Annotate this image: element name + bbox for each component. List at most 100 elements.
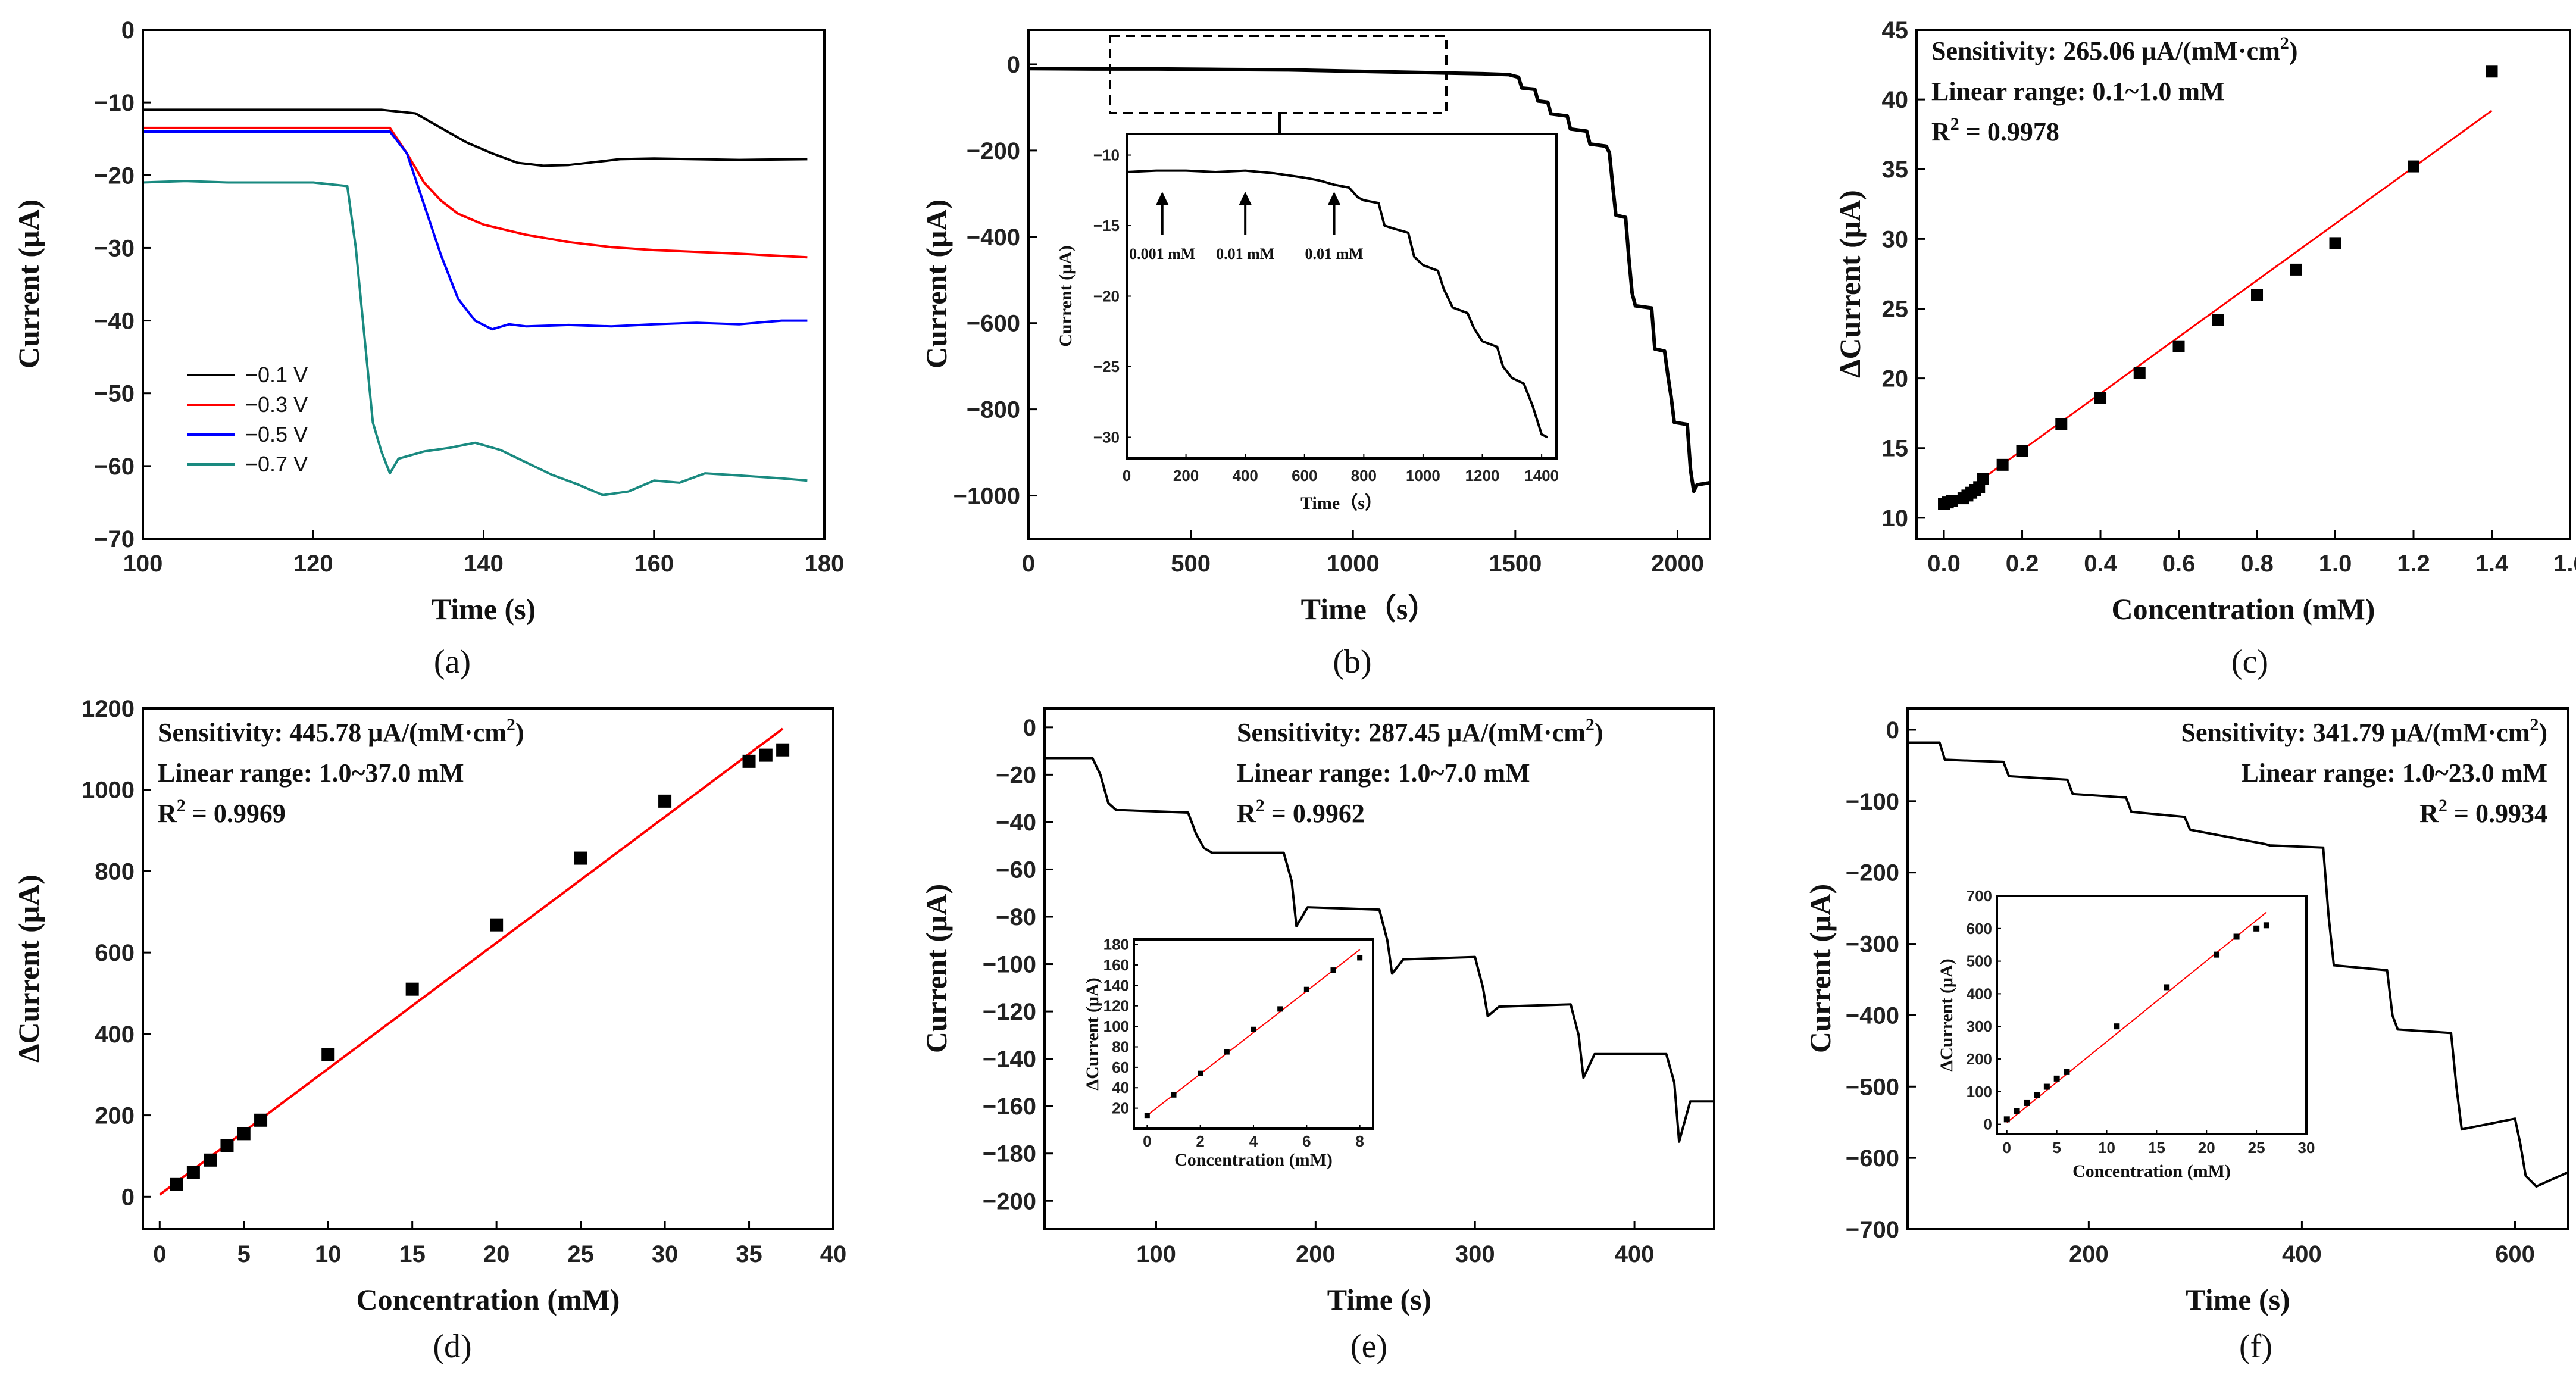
x-tick-label: 0 bbox=[1123, 467, 1131, 485]
data-point bbox=[658, 794, 672, 808]
y-tick-label: 10 bbox=[1882, 505, 1909, 532]
addition-arrow-head bbox=[1155, 192, 1169, 205]
y-tick-label: −60 bbox=[996, 857, 1036, 883]
sensitivity-annotation: Sensitivity: 341.79 μA/(mM·cm2) bbox=[2181, 715, 2547, 747]
data-point bbox=[2133, 367, 2146, 379]
x-tick-label: 30 bbox=[652, 1241, 679, 1267]
y-axis-label: ΔCurrent (μA) bbox=[12, 874, 45, 1063]
data-point bbox=[2094, 392, 2107, 404]
y-tick-label: −600 bbox=[1846, 1145, 1899, 1172]
data-point bbox=[2016, 445, 2028, 457]
legend-label: −0.3 V bbox=[245, 392, 308, 417]
data-point bbox=[1277, 1006, 1283, 1012]
data-point bbox=[2114, 1023, 2120, 1030]
panel-d: 0 5 10 15 20 25 30 35 40020040060080010001200Con… bbox=[12, 696, 846, 1365]
y-tick-label: −200 bbox=[1846, 860, 1899, 886]
y-tick-label: 25 bbox=[1882, 296, 1909, 322]
x-tick-label: 20 bbox=[2198, 1139, 2215, 1157]
y-tick-label: −20 bbox=[1093, 288, 1120, 305]
legend-label: −0.5 V bbox=[245, 422, 308, 446]
r-squared-annotation: R2 = 0.9969 bbox=[158, 796, 286, 828]
inset-plot: 0 5 10 15 20 25 300100200300400500600700Concen… bbox=[1937, 887, 2315, 1181]
data-point bbox=[1171, 1092, 1177, 1098]
y-tick-label: 700 bbox=[1967, 887, 1992, 905]
x-tick-label: 20 bbox=[483, 1241, 510, 1267]
data-point bbox=[2486, 65, 2498, 78]
x-axis-label: Time（s） bbox=[1301, 592, 1438, 626]
series-line bbox=[1908, 741, 2569, 1188]
y-tick-label: −10 bbox=[94, 90, 135, 116]
y-tick-label: −80 bbox=[996, 904, 1036, 930]
x-tick-label: 200 bbox=[1296, 1241, 1336, 1267]
y-tick-label: 100 bbox=[1967, 1083, 1992, 1101]
panel-f: 200 400 6000−100−200−300−400−500−600−700Ti… bbox=[1803, 707, 2569, 1365]
x-tick-label: 10 bbox=[2098, 1139, 2115, 1157]
y-tick-label: −400 bbox=[1846, 1002, 1899, 1029]
sensitivity-annotation: Sensitivity: 265.06 μA/(mM·cm2) bbox=[1931, 33, 2298, 65]
x-tick-label: 160 bbox=[634, 551, 674, 577]
data-point bbox=[170, 1177, 183, 1191]
y-axis-label: Current (μA) bbox=[1803, 884, 1837, 1053]
y-tick-label: 100 bbox=[1103, 1017, 1129, 1035]
x-axis-label: Time (s) bbox=[432, 592, 536, 626]
series-line bbox=[143, 130, 808, 331]
inset-x-axis-label: Concentration (mM) bbox=[1174, 1150, 1333, 1170]
y-tick-label: 400 bbox=[95, 1022, 135, 1048]
y-tick-label: 40 bbox=[1882, 87, 1909, 113]
x-tick-label: 0.8 bbox=[2240, 551, 2274, 577]
x-tick-label: 1.2 bbox=[2397, 551, 2430, 577]
y-tick-label: 400 bbox=[1967, 985, 1992, 1002]
panel-e: 100 200 300 4000−20−40−60−80−100−120−140−16… bbox=[920, 707, 1715, 1365]
x-tick-label: 4 bbox=[1249, 1132, 1258, 1150]
plot-area bbox=[142, 707, 834, 1230]
x-axis-label: Time (s) bbox=[1327, 1283, 1431, 1316]
plot-area bbox=[1043, 707, 1715, 1230]
y-tick-label: −180 bbox=[983, 1141, 1036, 1167]
y-tick-label: 0 bbox=[1023, 715, 1036, 741]
y-tick-label: −40 bbox=[996, 810, 1036, 836]
data-point bbox=[1251, 1026, 1256, 1032]
y-tick-label: 1200 bbox=[82, 696, 135, 722]
x-tick-label: 600 bbox=[1292, 467, 1317, 485]
inset-series-line bbox=[1126, 169, 1548, 439]
panel-label: (d) bbox=[433, 1328, 471, 1365]
y-tick-label: 160 bbox=[1103, 956, 1129, 974]
y-tick-label: −200 bbox=[983, 1188, 1036, 1214]
legend: −0.1 V −0.3 V −0.5 V −0.7 V bbox=[187, 363, 308, 476]
series-line bbox=[142, 180, 808, 496]
data-point bbox=[2214, 951, 2220, 958]
data-point bbox=[220, 1139, 234, 1152]
panel-a: 100 120 140 160 180 0 −10 −20 −30 −40 −50 −60 −70 Tim… bbox=[12, 17, 844, 680]
y-axis-label: ΔCurrent (μA) bbox=[1833, 190, 1867, 378]
y-tick-label: 600 bbox=[95, 940, 135, 966]
x-tick-label: 0 bbox=[1022, 551, 1035, 577]
inset-x-axis-label: Time（s） bbox=[1300, 493, 1383, 513]
y-tick-label: −10 bbox=[1093, 146, 1120, 164]
y-tick-label: −70 bbox=[94, 526, 135, 552]
x-tick-label: 200 bbox=[2069, 1241, 2109, 1267]
x-tick-label: 5 bbox=[2052, 1139, 2061, 1157]
x-tick-label: 2000 bbox=[1651, 551, 1704, 577]
y-tick-label: 600 bbox=[1967, 920, 1992, 938]
y-tick-label: −160 bbox=[983, 1094, 1036, 1120]
x-tick-label: 0 bbox=[2003, 1139, 2011, 1157]
y-tick-label: −140 bbox=[983, 1047, 1036, 1073]
plot-area bbox=[1027, 29, 1711, 540]
x-tick-label: 120 bbox=[293, 551, 333, 577]
x-tick-label: 100 bbox=[1136, 1241, 1176, 1267]
data-point bbox=[204, 1153, 217, 1167]
x-tick-label: 15 bbox=[2148, 1139, 2165, 1157]
inset-y-axis-label: ΔCurrent (μA) bbox=[1937, 958, 1956, 1071]
y-tick-label: −40 bbox=[94, 308, 135, 335]
data-point bbox=[1996, 458, 2009, 471]
inset-y-axis-label: ΔCurrent (μA) bbox=[1083, 977, 1102, 1090]
addition-label: 0.01 mM bbox=[1305, 245, 1363, 263]
y-tick-label: −100 bbox=[983, 952, 1036, 978]
x-axis-label: Time (s) bbox=[2186, 1283, 2290, 1316]
plot-area bbox=[1906, 707, 2569, 1230]
data-point bbox=[2212, 314, 2224, 326]
linear-range-annotation: Linear range: 1.0~23.0 mM bbox=[2241, 758, 2547, 788]
y-tick-label: −60 bbox=[94, 454, 135, 480]
data-point bbox=[742, 754, 756, 768]
data-point bbox=[405, 982, 419, 996]
